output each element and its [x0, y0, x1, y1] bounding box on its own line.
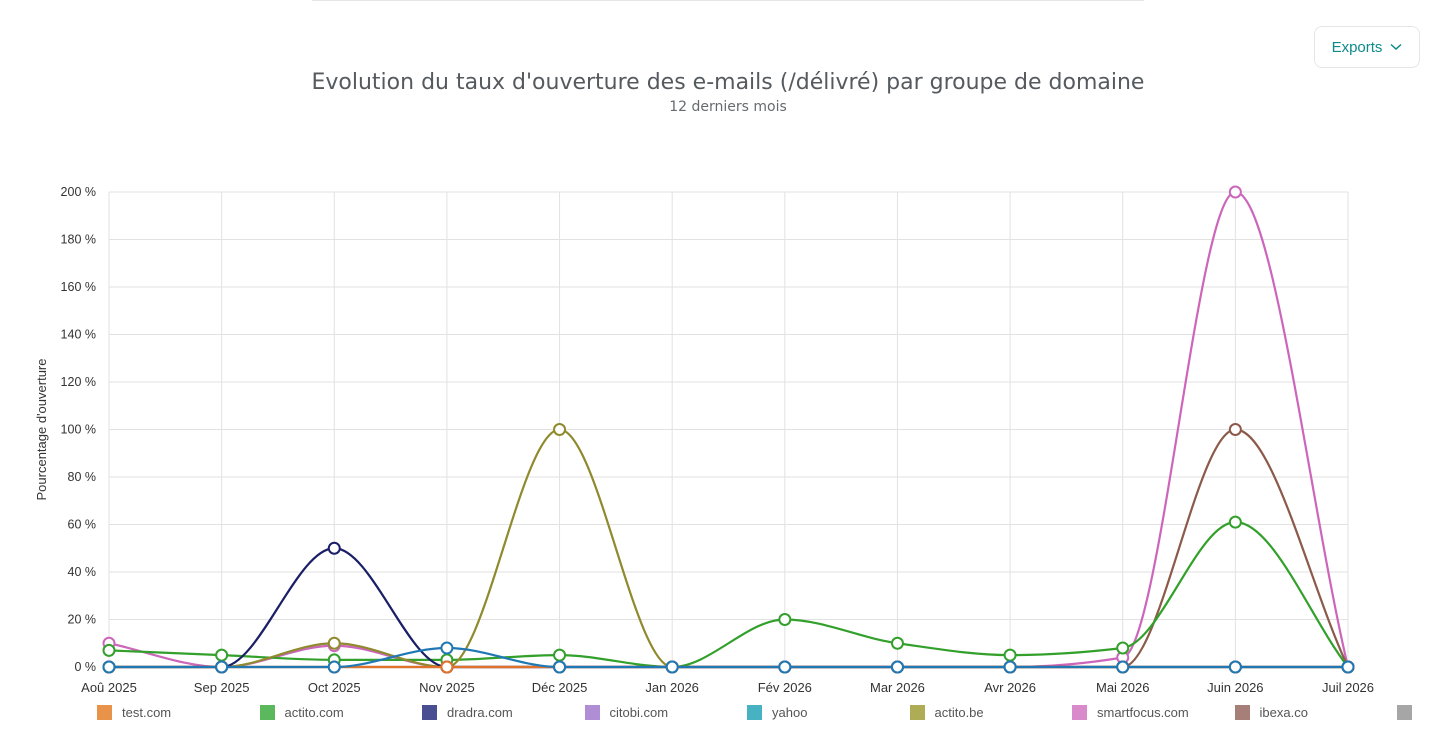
x-tick-label: Fév 2026: [758, 680, 812, 695]
data-point-yahoo: [553, 660, 567, 674]
series-line-actito-com: [108, 521, 1349, 669]
data-point-actito-com: [102, 643, 116, 657]
legend-label: actito.be: [934, 705, 984, 720]
legend-item[interactable]: actito.be: [909, 705, 984, 720]
legend-label: yahoo: [772, 705, 808, 720]
y-tick-label: 200 %: [61, 185, 96, 199]
data-point-ibexa-co: [1228, 423, 1242, 436]
legend-label: smartfocus.com: [1097, 705, 1189, 720]
x-tick-label: Juin 2026: [1207, 680, 1263, 695]
y-tick-label: 100 %: [61, 423, 96, 437]
data-point-yahoo: [215, 660, 229, 674]
exports-button[interactable]: Exports: [1314, 26, 1420, 68]
legend-item[interactable]: yahoo: [747, 705, 807, 720]
x-tick-label: Mai 2026: [1096, 680, 1149, 695]
chart-title: Evolution du taux d'ouverture des e-mail…: [311, 70, 1145, 95]
y-tick-label: 0 %: [74, 660, 96, 674]
x-tick-label: Sep 2025: [194, 680, 250, 695]
x-tick-label: Avr 2026: [984, 680, 1036, 695]
chart-subtitle: 12 derniers mois: [669, 99, 787, 115]
data-point-test-com: [440, 660, 454, 674]
legend-swatch: [584, 705, 600, 720]
y-axis-title: Pourcentage d'ouverture: [34, 359, 49, 501]
data-point-actito-com: [1228, 515, 1242, 529]
legend-label: citobi.com: [609, 705, 669, 720]
legend-item[interactable]: smartfocus.com: [1072, 705, 1189, 720]
x-tick-label: Nov 2025: [419, 680, 475, 695]
x-tick-label: Aoû 2025: [81, 680, 137, 695]
chevron-down-icon: [1390, 43, 1402, 51]
legend-item[interactable]: dradra.com: [422, 705, 513, 720]
data-point-yahoo: [1228, 660, 1242, 674]
y-tick-label: 60 %: [68, 518, 97, 532]
data-point-actito-com: [215, 648, 229, 662]
legend-label: actito.com: [284, 705, 344, 720]
series-line-yahoo: [108, 646, 1348, 669]
legend-item[interactable]: ibexa.co: [1234, 705, 1308, 720]
legend-label: test.com: [122, 705, 172, 720]
data-point-yahoo: [665, 660, 679, 674]
data-point-actito-be: [553, 423, 567, 436]
x-tick-label: Déc 2025: [532, 680, 588, 695]
legend-label: dradra.com: [447, 705, 513, 720]
series-line-ibexa-co: [108, 428, 1349, 669]
y-tick-label: 80 %: [68, 470, 97, 484]
x-tick-label: Juil 2026: [1322, 680, 1374, 695]
data-point-yahoo: [440, 641, 454, 655]
legend-swatch: [1234, 705, 1250, 720]
data-point-actito-com: [553, 648, 567, 662]
data-point-yahoo: [327, 660, 341, 674]
y-tick-label: 120 %: [61, 375, 96, 389]
legend-item[interactable]: citobi.com: [584, 705, 669, 720]
y-tick-label: 160 %: [61, 280, 96, 294]
legend-swatch: [909, 705, 925, 720]
top-divider: [312, 0, 1144, 1]
legend-swatch: [1397, 705, 1412, 720]
y-tick-label: 140 %: [61, 328, 96, 342]
series-line-actito-be: [108, 428, 1348, 669]
x-tick-label: Mar 2026: [870, 680, 925, 695]
legend-swatch: [97, 705, 112, 720]
data-point-actito-com: [1116, 641, 1130, 655]
legend-item[interactable]: [1397, 705, 1412, 720]
legend-swatch: [747, 705, 762, 720]
data-point-actito-com: [890, 636, 904, 650]
data-point-yahoo: [1116, 660, 1130, 674]
chart-legend: test.com actito.com dradra.com citobi.com ya…: [0, 705, 1451, 727]
y-tick-label: 20 %: [68, 613, 97, 627]
legend-swatch: [259, 705, 275, 720]
data-point-actito-com: [1003, 648, 1017, 662]
data-point-smartfocus-com: [1228, 185, 1242, 199]
data-point-dradra-com: [327, 541, 341, 555]
y-tick-label: 180 %: [61, 233, 96, 247]
x-tick-label: Jan 2026: [645, 680, 699, 695]
legend-item[interactable]: test.com: [97, 705, 171, 720]
data-point-actito-be: [327, 636, 341, 650]
data-point-yahoo: [1003, 660, 1017, 674]
legend-swatch: [422, 705, 437, 720]
x-tick-label: Oct 2025: [308, 680, 361, 695]
data-point-actito-com: [778, 613, 792, 626]
data-point-yahoo: [102, 660, 116, 674]
legend-label: ibexa.co: [1259, 705, 1308, 720]
legend-item[interactable]: actito.com: [259, 705, 344, 720]
data-point-yahoo: [1341, 660, 1355, 674]
data-point-yahoo: [778, 660, 792, 674]
data-point-yahoo: [890, 660, 904, 674]
y-tick-label: 40 %: [68, 565, 97, 579]
exports-label: Exports: [1331, 38, 1383, 56]
legend-swatch: [1072, 705, 1087, 720]
